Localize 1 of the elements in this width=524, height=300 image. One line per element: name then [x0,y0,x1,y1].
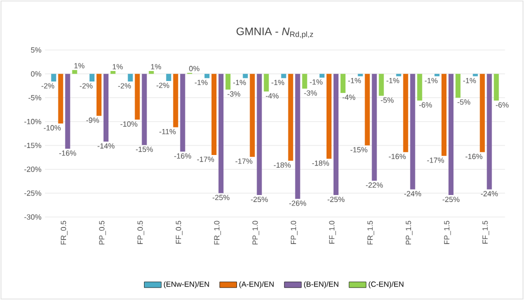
chart-title: GMNIA - N$_{Rd,pl,z}$ [236,27,314,39]
